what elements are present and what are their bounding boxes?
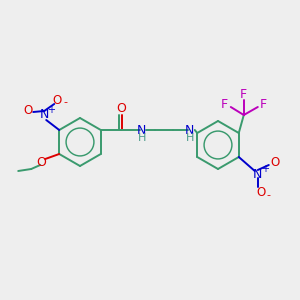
Text: N: N (185, 124, 194, 136)
Text: +: + (47, 105, 55, 115)
Text: O: O (24, 103, 33, 116)
Text: N: N (137, 124, 146, 136)
Text: O: O (270, 157, 279, 169)
Text: N: N (253, 167, 262, 181)
Text: +: + (261, 164, 269, 174)
Text: H: H (186, 133, 194, 143)
Text: -: - (63, 97, 67, 107)
Text: F: F (240, 88, 247, 100)
Text: H: H (138, 133, 146, 143)
Text: O: O (256, 187, 266, 200)
Text: O: O (52, 94, 62, 106)
Text: F: F (221, 98, 228, 112)
Text: O: O (116, 101, 126, 115)
Text: N: N (40, 109, 49, 122)
Text: O: O (36, 155, 46, 169)
Text: F: F (260, 98, 267, 112)
Text: -: - (267, 190, 271, 200)
